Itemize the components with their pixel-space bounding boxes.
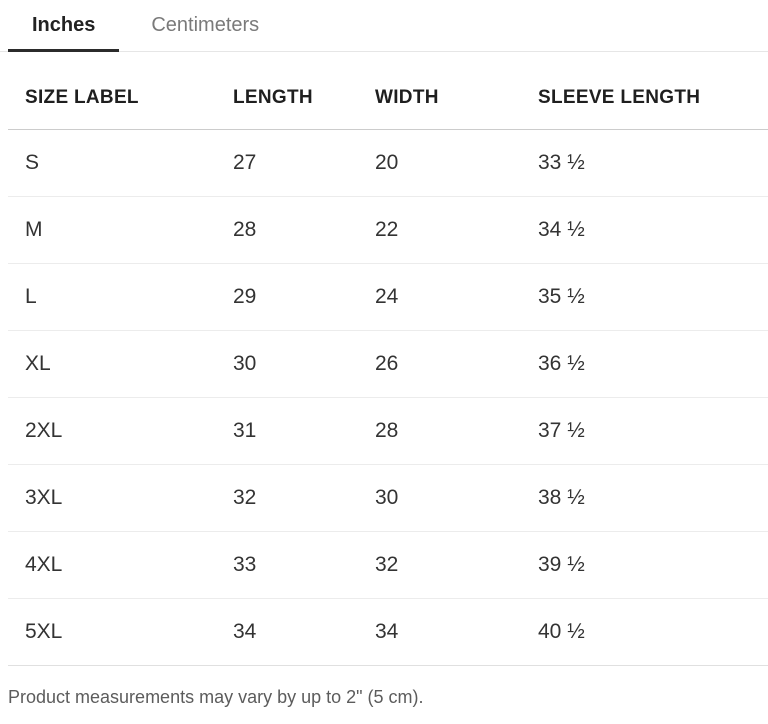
- cell-size: M: [8, 196, 216, 264]
- cell-length: 28: [216, 196, 358, 264]
- unit-tab-bar: Inches Centimeters: [0, 0, 768, 52]
- cell-length: 34: [216, 598, 358, 666]
- cell-sleeve-length: 36 ½: [521, 330, 768, 398]
- cell-length: 33: [216, 531, 358, 599]
- table-row: 3XL 32 30 38 ½: [8, 464, 768, 532]
- cell-width: 30: [358, 464, 521, 532]
- measurement-disclaimer: Product measurements may vary by up to 2…: [8, 686, 424, 707]
- cell-size: L: [8, 263, 216, 331]
- cell-length: 32: [216, 464, 358, 532]
- cell-width: 24: [358, 263, 521, 331]
- table-row: 2XL 31 28 37 ½: [8, 397, 768, 465]
- cell-width: 22: [358, 196, 521, 264]
- size-table: SIZE LABEL LENGTH WIDTH SLEEVE LENGTH S …: [8, 52, 768, 666]
- table-row: XL 30 26 36 ½: [8, 330, 768, 398]
- table-row: L 29 24 35 ½: [8, 263, 768, 331]
- cell-width: 28: [358, 397, 521, 465]
- table-row: 4XL 33 32 39 ½: [8, 531, 768, 599]
- cell-length: 27: [216, 129, 358, 197]
- cell-size: XL: [8, 330, 216, 398]
- table-row: 5XL 34 34 40 ½: [8, 598, 768, 666]
- cell-sleeve-length: 39 ½: [521, 531, 768, 599]
- column-header-sleeve-length: SLEEVE LENGTH: [521, 52, 768, 130]
- cell-size: 4XL: [8, 531, 216, 599]
- table-row: S 27 20 33 ½: [8, 129, 768, 197]
- cell-width: 32: [358, 531, 521, 599]
- tab-inches[interactable]: Inches: [8, 0, 120, 52]
- cell-sleeve-length: 40 ½: [521, 598, 768, 666]
- cell-sleeve-length: 38 ½: [521, 464, 768, 532]
- column-header-width: WIDTH: [358, 52, 521, 130]
- cell-length: 31: [216, 397, 358, 465]
- cell-sleeve-length: 34 ½: [521, 196, 768, 264]
- cell-sleeve-length: 37 ½: [521, 397, 768, 465]
- cell-length: 30: [216, 330, 358, 398]
- cell-sleeve-length: 35 ½: [521, 263, 768, 331]
- cell-length: 29: [216, 263, 358, 331]
- table-row: M 28 22 34 ½: [8, 196, 768, 264]
- cell-size: S: [8, 129, 216, 197]
- cell-width: 20: [358, 129, 521, 197]
- cell-size: 5XL: [8, 598, 216, 666]
- tab-centimeters[interactable]: Centimeters: [151, 14, 260, 36]
- cell-size: 3XL: [8, 464, 216, 532]
- column-header-size-label: SIZE LABEL: [8, 52, 216, 130]
- cell-size: 2XL: [8, 397, 216, 465]
- size-table-container: SIZE LABEL LENGTH WIDTH SLEEVE LENGTH S …: [8, 52, 768, 666]
- table-header-row: SIZE LABEL LENGTH WIDTH SLEEVE LENGTH: [8, 52, 768, 130]
- column-header-length: LENGTH: [216, 52, 358, 130]
- cell-sleeve-length: 33 ½: [521, 129, 768, 197]
- cell-width: 34: [358, 598, 521, 666]
- cell-width: 26: [358, 330, 521, 398]
